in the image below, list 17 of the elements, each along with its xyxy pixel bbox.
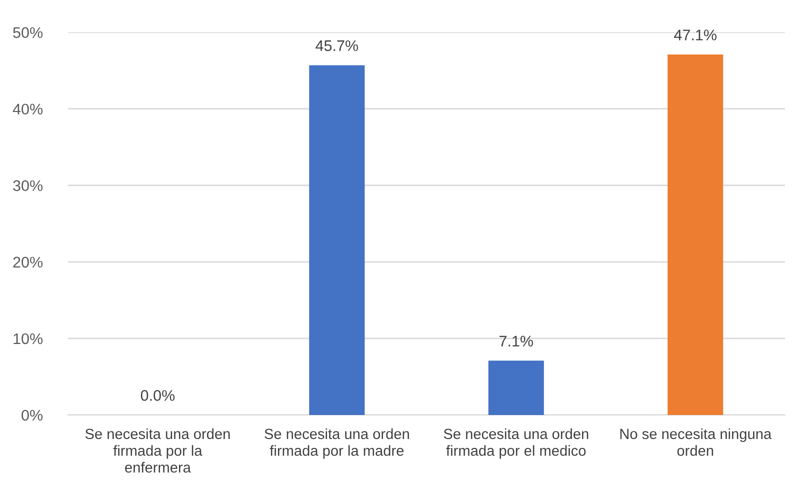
y-tick-label: 20% <box>13 256 43 268</box>
y-tick-label: 10% <box>14 333 43 344</box>
y-tick-label: 40% <box>12 104 43 115</box>
x-tick-label: No se necesita ninguna orden <box>620 428 772 456</box>
bar <box>309 65 365 415</box>
y-tick-label: 30% <box>13 180 43 192</box>
x-tick-label: Se necesita una orden firmada por la madre <box>264 428 409 459</box>
bar <box>488 360 544 415</box>
x-tick-label: Se necesita una orden firmada por la enfermera <box>85 428 230 473</box>
x-tick-label: Se necesita una orden firmada por el medico <box>444 428 588 459</box>
data-label: 7.1% <box>500 336 534 346</box>
y-tick-label: 0% <box>22 410 43 421</box>
y-tick-label: 50% <box>13 27 43 38</box>
data-label: 47.1% <box>674 30 716 40</box>
data-label: 0.0% <box>140 390 175 401</box>
data-label: 45.7% <box>316 40 358 52</box>
bar <box>668 54 724 415</box>
